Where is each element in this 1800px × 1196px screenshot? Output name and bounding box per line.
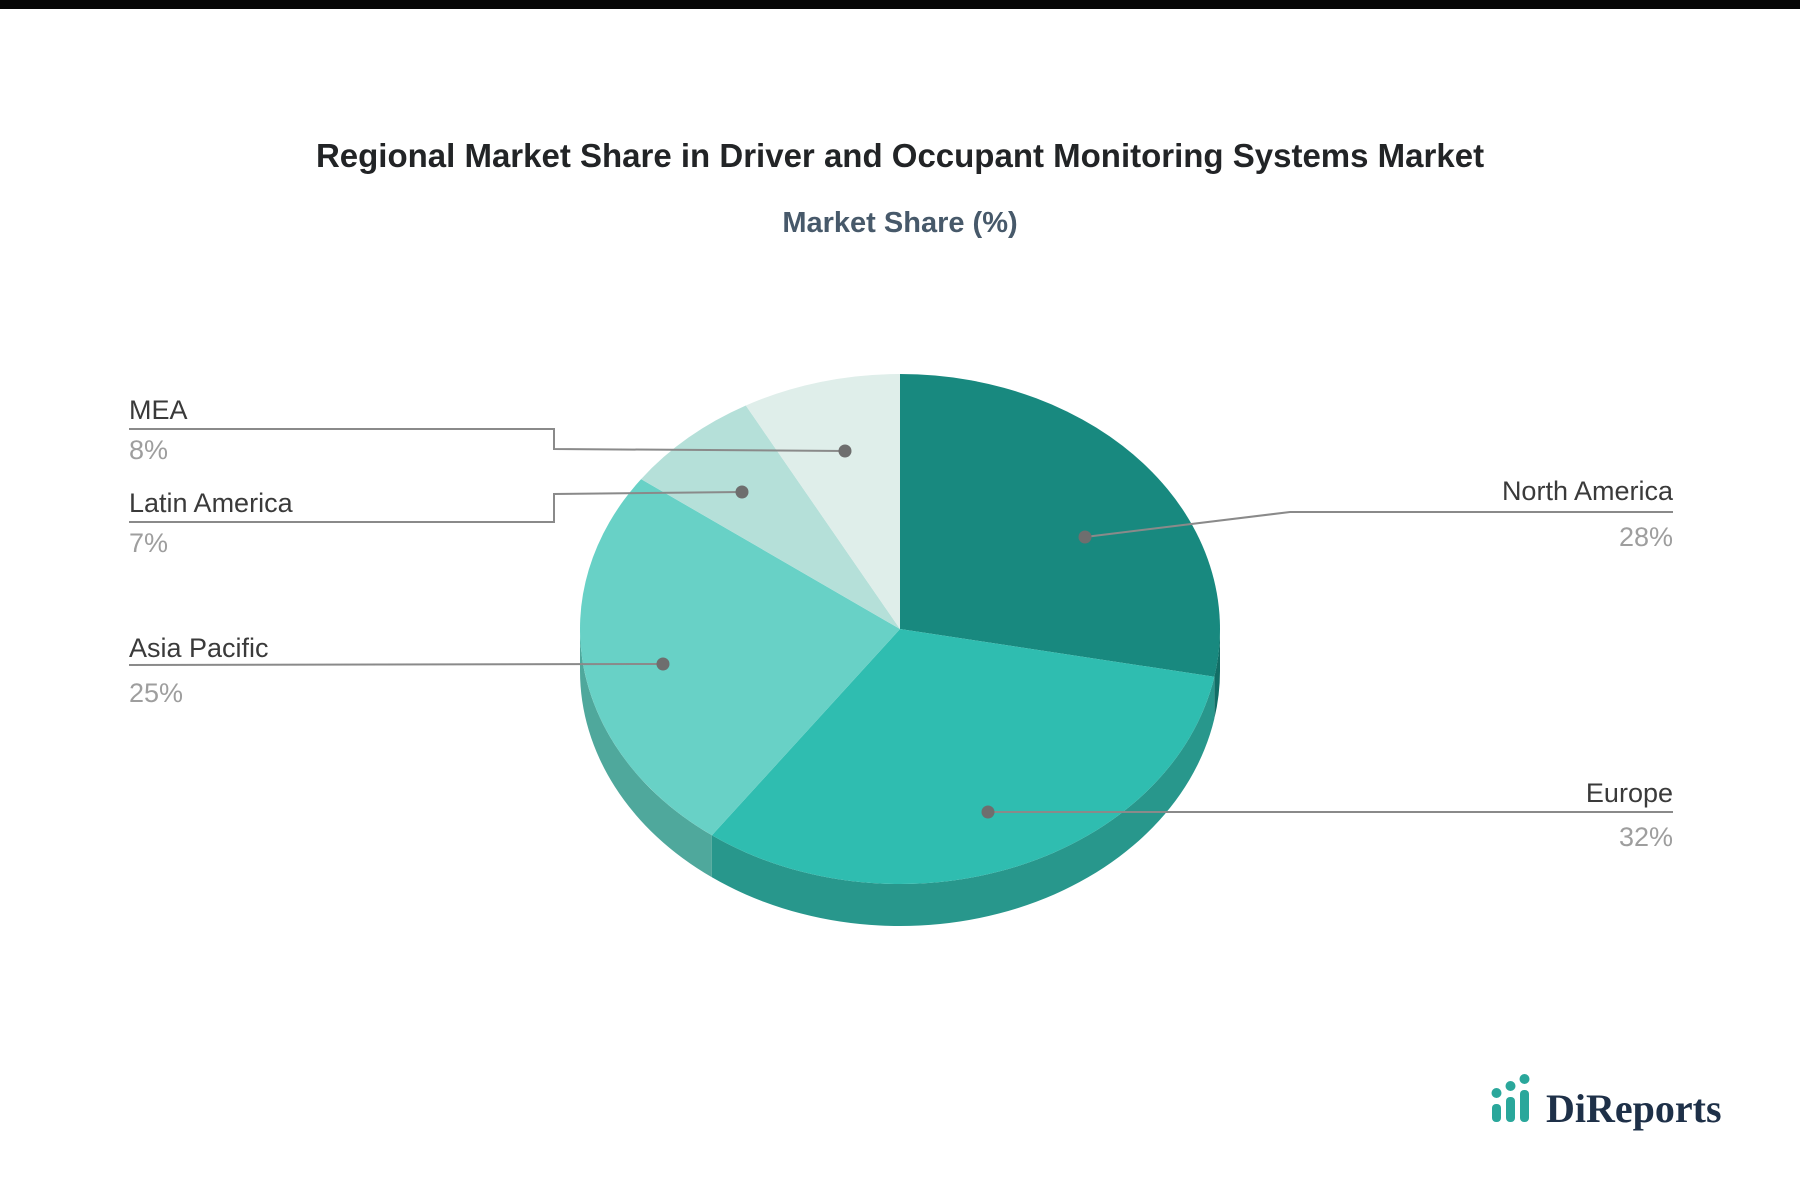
pie-slice-side-asia-pacific: [580, 629, 712, 878]
label-asia-pacific: Asia Pacific: [129, 633, 269, 663]
chart-title: Regional Market Share in Driver and Occu…: [316, 137, 1484, 174]
callout-north-america: North America 28%: [1078, 476, 1674, 552]
value-asia-pacific: 25%: [129, 678, 183, 708]
leader-dot-north-america: [1078, 530, 1092, 544]
pie-slice-asia-pacific: [579, 479, 900, 836]
label-europe: Europe: [1586, 778, 1673, 808]
chart-subtitle: Market Share (%): [782, 207, 1017, 239]
value-north-america: 28%: [1619, 522, 1673, 552]
leader-dot-latin-america: [735, 485, 749, 499]
leader-dot-asia-pacific: [656, 657, 670, 671]
leader-dot-mea: [838, 444, 852, 458]
value-mea: 8%: [129, 435, 168, 465]
logo-text: DiReports: [1546, 1086, 1722, 1131]
pie-chart: [579, 374, 1220, 926]
label-latin-america: Latin America: [129, 488, 294, 518]
label-mea: MEA: [129, 395, 188, 425]
pie-slice-mea: [745, 374, 900, 629]
callout-mea: MEA 8%: [129, 395, 852, 465]
leader-line-asia-pacific: [128, 663, 664, 666]
direports-logo: DiReports: [1491, 1074, 1722, 1131]
callout-europe: Europe 32%: [981, 778, 1673, 852]
pie-slice-north-america: [900, 374, 1220, 677]
leader-line-mea: [129, 428, 846, 452]
value-latin-america: 7%: [129, 528, 168, 558]
leader-line-latin-america: [129, 491, 743, 523]
label-north-america: North America: [1502, 476, 1674, 506]
pie-slice-latin-america: [641, 405, 900, 629]
top-border: [0, 0, 1800, 9]
leader-line-north-america: [1084, 511, 1673, 538]
bar-chart-icon: [1491, 1074, 1530, 1122]
pie-slice-europe: [711, 629, 1215, 884]
callout-asia-pacific: Asia Pacific 25%: [128, 633, 670, 708]
value-europe: 32%: [1619, 822, 1673, 852]
pie-slice-side-north-america: [1214, 629, 1220, 719]
callout-latin-america: Latin America 7%: [129, 485, 749, 558]
leader-dot-europe: [981, 805, 995, 819]
pie-slice-side-europe: [711, 676, 1215, 926]
